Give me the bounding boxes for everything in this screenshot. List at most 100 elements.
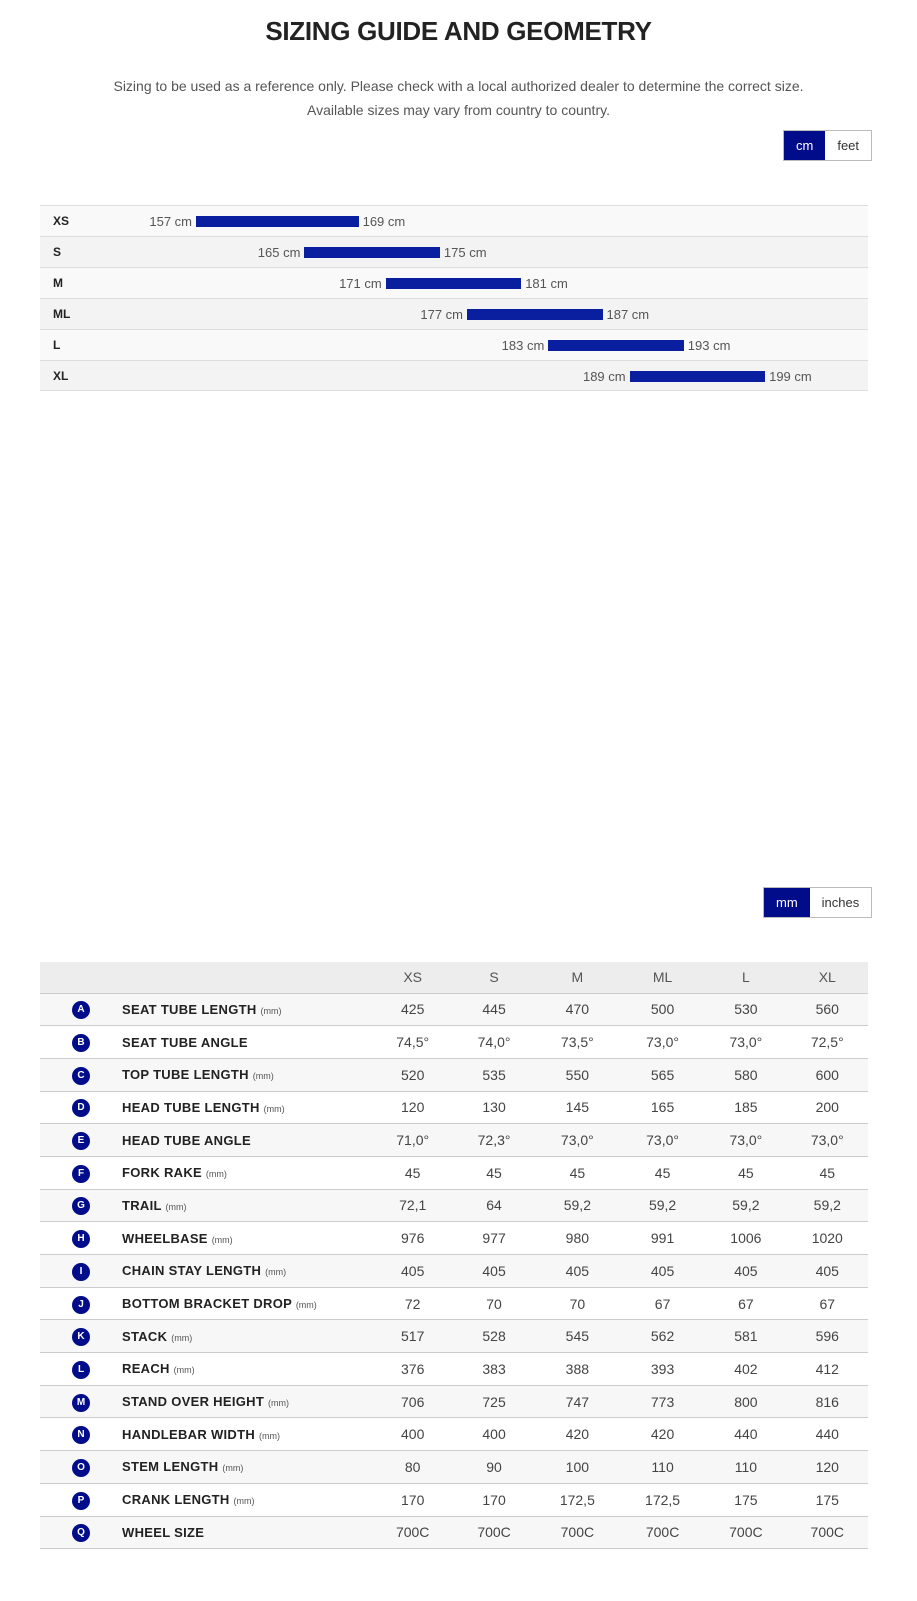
geometry-value: 520 <box>372 1058 454 1092</box>
geometry-value: 420 <box>619 1417 706 1452</box>
geometry-value: 700C <box>372 1516 454 1550</box>
geometry-value: 560 <box>786 993 868 1027</box>
size-label: XS <box>53 214 70 228</box>
height-range-row: S 165 cm 175 cm <box>40 236 868 267</box>
geometry-value: 1006 <box>705 1221 787 1255</box>
geometry-value: 383 <box>453 1352 535 1386</box>
height-unit-toggle[interactable]: cm feet <box>783 130 873 161</box>
geometry-value: 405 <box>619 1254 706 1288</box>
row-marker-badge: L <box>72 1360 90 1379</box>
measurement-label: STEM LENGTH <box>122 1459 219 1475</box>
geometry-value: 405 <box>534 1254 620 1288</box>
geometry-value: 412 <box>786 1352 868 1386</box>
unit-label: (mm) <box>205 1169 227 1180</box>
geometry-value: 420 <box>534 1417 620 1452</box>
unit-label: (mm) <box>263 1103 285 1114</box>
geometry-value: 405 <box>372 1254 454 1288</box>
geometry-value: 816 <box>786 1385 868 1419</box>
measurement-label: STAND OVER HEIGHT <box>122 1394 265 1410</box>
geometry-row: E HEAD TUBE ANGLE 71,0° 72,3° 73,0° 73,0° 73… <box>40 1123 868 1157</box>
height-range-row: M 171 cm 181 cm <box>40 267 868 298</box>
geometry-row: I CHAIN STAY LENGTH (mm) 405 405 405 405 405 4… <box>40 1254 868 1288</box>
geometry-value: 530 <box>705 993 787 1027</box>
geometry-value: 393 <box>619 1352 706 1386</box>
geometry-value: 73,0° <box>705 1123 787 1157</box>
measurement-label: BOTTOM BRACKET DROP <box>122 1296 292 1312</box>
geometry-row: F FORK RAKE (mm) 45 45 45 45 45 45 <box>40 1156 868 1190</box>
unit-label: (mm) <box>222 1463 244 1474</box>
row-marker-badge: K <box>72 1328 90 1347</box>
max-height: 169 cm <box>362 214 406 229</box>
geometry-value: 73,5° <box>534 1025 620 1059</box>
height-range-bar <box>385 278 522 289</box>
row-marker-badge: O <box>72 1458 90 1477</box>
row-marker-badge: G <box>72 1197 90 1216</box>
geometry-row: Q WHEEL SIZE 700C 700C 700C 700C 700C 700C <box>40 1516 868 1550</box>
geometry-value: 700C <box>619 1516 706 1550</box>
geometry-value: 110 <box>619 1450 706 1484</box>
geometry-table: XS S M ML L XL A SEAT TUBE LENGTH (mm) 425 445 4… <box>40 962 868 1550</box>
geometry-value: 991 <box>619 1221 706 1255</box>
geometry-value: 120 <box>372 1091 454 1125</box>
unit-label: (mm) <box>268 1398 290 1409</box>
row-marker-badge: Q <box>72 1524 90 1543</box>
geometry-value: 100 <box>534 1450 620 1484</box>
max-height: 199 cm <box>769 369 812 384</box>
row-marker-badge: A <box>72 1001 90 1020</box>
size-column-header: XS <box>372 962 454 994</box>
geometry-value: 200 <box>786 1091 868 1125</box>
height-range-row: XS 157 cm 169 cm <box>40 205 868 236</box>
geometry-value: 535 <box>453 1058 535 1092</box>
geometry-value: 72,3° <box>453 1123 535 1157</box>
feet-button[interactable]: feet <box>837 138 860 153</box>
height-range-bar <box>467 309 603 320</box>
height-range-row: L 183 cm 193 cm <box>40 329 868 360</box>
size-column-header: L <box>705 962 787 994</box>
geometry-value: 73,0° <box>705 1025 787 1059</box>
measurement-label: HEAD TUBE ANGLE <box>122 1132 251 1148</box>
geometry-value: 120 <box>786 1450 868 1484</box>
row-marker-badge: D <box>72 1099 90 1118</box>
geometry-value: 600 <box>786 1058 868 1092</box>
geometry-unit-toggle[interactable]: mm inches <box>763 887 873 918</box>
geometry-value: 67 <box>619 1287 706 1321</box>
disclaimer-text: Sizing to be used as a reference only. P… <box>113 78 804 94</box>
height-range-bar <box>629 371 766 382</box>
inches-button[interactable]: inches <box>821 895 860 910</box>
max-height: 181 cm <box>525 276 568 291</box>
page-title: SIZING GUIDE AND GEOMETRY <box>265 16 652 46</box>
geometry-value: 706 <box>372 1385 454 1419</box>
geometry-value: 73,0° <box>619 1025 706 1059</box>
measurement-label: HANDLEBAR WIDTH <box>122 1426 256 1442</box>
geometry-value: 773 <box>619 1385 706 1419</box>
geometry-value: 405 <box>453 1254 535 1288</box>
unit-label: (mm) <box>173 1365 195 1376</box>
min-height: 165 cm <box>257 245 301 260</box>
geometry-value: 550 <box>534 1058 620 1092</box>
max-height: 175 cm <box>443 245 487 260</box>
unit-label: (mm) <box>252 1071 274 1082</box>
geometry-value: 400 <box>453 1417 535 1452</box>
row-marker-badge: B <box>72 1034 90 1053</box>
row-marker-badge: J <box>72 1295 90 1314</box>
geometry-value: 59,2 <box>786 1189 868 1223</box>
unit-label: (mm) <box>165 1201 187 1212</box>
geometry-row: A SEAT TUBE LENGTH (mm) 425 445 470 500 530 56… <box>40 993 868 1027</box>
geometry-value: 45 <box>372 1156 454 1190</box>
geometry-value: 747 <box>534 1385 620 1419</box>
size-column-header: ML <box>619 962 706 994</box>
mm-button[interactable]: mm <box>764 888 810 917</box>
geometry-value: 700C <box>453 1516 535 1550</box>
geometry-value: 977 <box>453 1221 535 1255</box>
measurement-label: HEAD TUBE LENGTH <box>122 1099 260 1115</box>
geometry-value: 500 <box>619 993 706 1027</box>
row-marker-badge: I <box>72 1262 90 1281</box>
geometry-value: 70 <box>534 1287 620 1321</box>
geometry-row: K STACK (mm) 517 528 545 562 581 596 <box>40 1319 868 1354</box>
geometry-value: 45 <box>705 1156 787 1190</box>
geometry-value: 71,0° <box>372 1123 454 1157</box>
max-height: 193 cm <box>687 338 731 353</box>
row-marker-badge: E <box>72 1132 90 1151</box>
geometry-value: 800 <box>705 1385 787 1419</box>
cm-button[interactable]: cm <box>784 131 826 160</box>
